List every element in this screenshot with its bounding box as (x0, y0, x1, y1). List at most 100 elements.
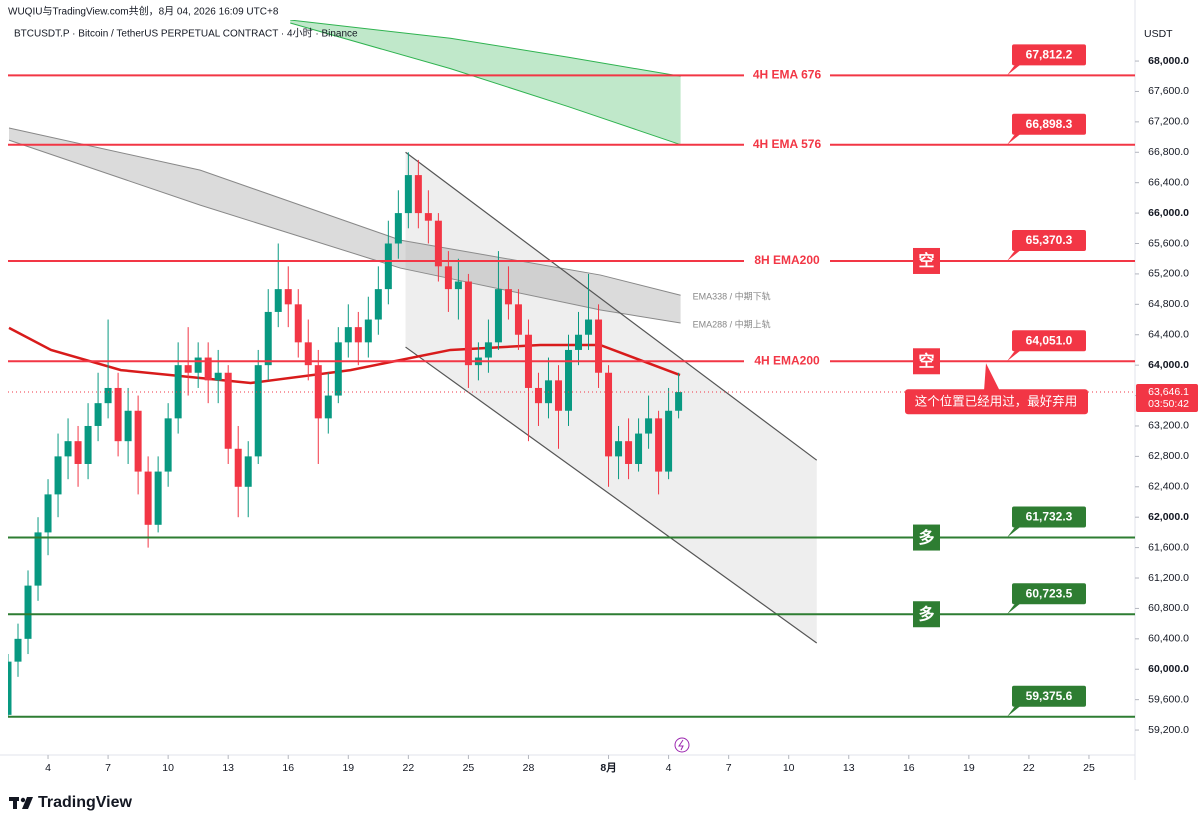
y-tick-label: 68,000.0 (1148, 55, 1189, 67)
y-tick-label: 59,200.0 (1148, 724, 1189, 736)
candle-body (174, 365, 182, 419)
candle-body (514, 304, 522, 335)
candle-body (234, 448, 242, 487)
candle-body (294, 304, 302, 343)
candle-body (94, 403, 102, 426)
candle-body (585, 319, 593, 335)
x-tick-label: 7 (726, 762, 732, 774)
candle-body (114, 387, 122, 442)
value-pointer (1007, 248, 1022, 261)
level-label: 4H EMA200 (754, 353, 820, 367)
level-label: 4H EMA 676 (753, 68, 822, 82)
candle-body (144, 471, 152, 525)
value-pointer (1007, 132, 1022, 145)
value-box (1012, 113, 1086, 135)
x-tick-label: 16 (282, 762, 294, 774)
band-fill (9, 127, 681, 323)
candle-body (605, 372, 613, 457)
y-tick-label: 60,000.0 (1148, 663, 1189, 675)
candle-body (384, 243, 392, 290)
candle-body (615, 441, 623, 457)
callout-box (905, 389, 1088, 415)
value-box (1012, 685, 1086, 707)
x-tick-label: 19 (342, 762, 354, 774)
candle-body (124, 410, 132, 442)
x-tick-label: 25 (463, 762, 475, 774)
y-tick-label: 64,000.0 (1148, 359, 1189, 371)
band-edge (8, 139, 681, 324)
candle-body (575, 334, 583, 350)
y-tick-label: 60,400.0 (1148, 633, 1189, 645)
x-tick-label: 25 (1083, 762, 1095, 774)
candle-body (534, 387, 542, 404)
band-edge (290, 22, 681, 146)
candle-body (8, 661, 12, 715)
candle-body (74, 441, 82, 464)
level-label: 8H EMA200 (754, 253, 820, 267)
candle-body (214, 372, 222, 381)
candle-body (655, 418, 663, 472)
y-tick-label: 64,400.0 (1148, 329, 1189, 341)
callout: 这个位置已经用过，最好弃用 (915, 394, 1078, 409)
y-tick-label: 65,600.0 (1148, 237, 1189, 249)
value-label: 59,375.6 (1026, 689, 1073, 703)
value-box (1012, 583, 1086, 605)
value-box (1012, 229, 1086, 251)
channel-line (405, 346, 818, 644)
x-tick-label: 7 (105, 762, 111, 774)
value-pointer (1007, 525, 1022, 538)
candle-body (504, 289, 512, 305)
candle-body (324, 395, 332, 419)
value-label: 67,812.2 (1026, 48, 1073, 62)
value-label: 60,723.5 (1026, 586, 1073, 600)
candle-body (554, 380, 562, 411)
candle-body (54, 456, 62, 495)
value-box (1012, 506, 1086, 528)
y-tick-label: 64,800.0 (1148, 298, 1189, 310)
candle-body (64, 441, 72, 457)
candle-body (274, 289, 282, 312)
y-tick-label: 63,200.0 (1148, 420, 1189, 432)
y-axis-label: USDT (1144, 28, 1173, 40)
value-label: 61,732.3 (1026, 510, 1073, 524)
value-box (1012, 330, 1086, 352)
badge-box (913, 601, 940, 628)
x-tick-label: 19 (963, 762, 975, 774)
candle-body (414, 175, 422, 214)
candle-body (194, 357, 202, 373)
brand: TradingView (38, 794, 133, 811)
badge: 空 (918, 351, 934, 370)
band-label: EMA288 / 中期上轨 (693, 318, 771, 329)
y-tick-label: 66,000.0 (1148, 207, 1189, 219)
x-tick-label: 22 (403, 762, 415, 774)
x-tick-label: 10 (783, 762, 795, 774)
level-label-bg (744, 354, 830, 369)
value-label: 64,051.0 (1026, 333, 1073, 347)
band-edge (290, 20, 681, 77)
x-tick-label: 16 (903, 762, 915, 774)
candle-body (304, 342, 312, 366)
x-tick-label: 22 (1023, 762, 1035, 774)
badge: 空 (918, 251, 934, 270)
candle-body (394, 213, 402, 244)
y-tick-label: 67,600.0 (1148, 85, 1189, 97)
candle-body (134, 410, 142, 472)
candle-body (665, 410, 673, 472)
y-tick-label: 65,200.0 (1148, 268, 1189, 280)
event-icon (678, 739, 684, 751)
x-tick-label: 10 (162, 762, 174, 774)
y-tick-label: 66,400.0 (1148, 176, 1189, 188)
candle-body (374, 289, 382, 320)
candle-body (284, 289, 292, 305)
current-price-label: 63,646.1 (1148, 386, 1189, 398)
event-icon (674, 737, 690, 753)
candle-body (264, 311, 272, 366)
candle-body (314, 365, 322, 419)
y-tick-label: 67,200.0 (1148, 116, 1189, 128)
badge: 多 (918, 604, 934, 623)
callout-pointer (984, 363, 1000, 392)
x-tick-label: 4 (45, 762, 51, 774)
candle-body (204, 357, 212, 381)
candle-body (334, 342, 342, 396)
